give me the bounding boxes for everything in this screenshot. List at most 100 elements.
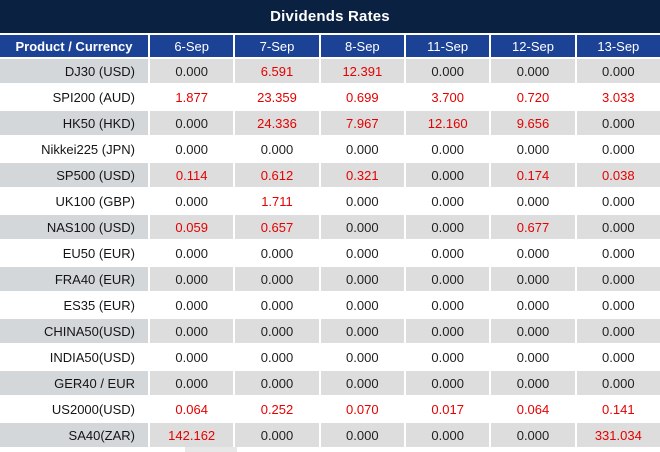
value-cell: 0.000 xyxy=(406,423,490,447)
value-cell: 0.000 xyxy=(576,267,660,291)
value-cell: 23.359 xyxy=(235,85,319,109)
value-cell: 0.000 xyxy=(150,137,234,161)
value-cell: 0.064 xyxy=(150,397,234,421)
title-bar: Dividends Rates xyxy=(0,0,660,33)
product-cell: SA40(ZAR) xyxy=(0,423,148,447)
value-cell: 0.000 xyxy=(406,345,490,369)
value-cell: 0.114 xyxy=(150,163,234,187)
value-cell: 0.000 xyxy=(491,293,575,317)
product-cell: Nikkei225 (JPN) xyxy=(0,137,148,161)
value-cell: 0.000 xyxy=(406,241,490,265)
widget-title: Dividends Rates xyxy=(270,8,390,25)
value-cell: 0.000 xyxy=(320,345,404,369)
value-cell: 0.000 xyxy=(576,111,660,135)
value-cell: 0.000 xyxy=(150,345,234,369)
value-cell: 0.000 xyxy=(491,267,575,291)
column-header-date: 8-Sep xyxy=(320,35,404,57)
value-cell: 0.000 xyxy=(406,59,490,83)
column-header-product: Product / Currency xyxy=(0,35,148,57)
value-cell: 1.711 xyxy=(235,189,319,213)
value-cell: 0.000 xyxy=(576,241,660,265)
value-cell: 0.038 xyxy=(576,163,660,187)
value-cell: 0.699 xyxy=(320,85,404,109)
value-cell: 0.000 xyxy=(406,189,490,213)
value-cell: 0.000 xyxy=(406,137,490,161)
column-header-date: 11-Sep xyxy=(406,35,490,57)
value-cell: 0.657 xyxy=(235,215,319,239)
value-cell: 0.000 xyxy=(491,59,575,83)
value-cell: 0.677 xyxy=(491,215,575,239)
value-cell: 0.000 xyxy=(235,371,319,395)
value-cell: 331.034 xyxy=(576,423,660,447)
value-cell: 0.000 xyxy=(491,241,575,265)
value-cell: 0.000 xyxy=(320,293,404,317)
value-cell: 0.141 xyxy=(576,397,660,421)
value-cell: 12.160 xyxy=(406,111,490,135)
column-header-date: 12-Sep xyxy=(491,35,575,57)
value-cell: 0.000 xyxy=(320,215,404,239)
value-cell: 0.321 xyxy=(320,163,404,187)
value-cell: 0.070 xyxy=(320,397,404,421)
product-cell: US2000(USD) xyxy=(0,397,148,421)
value-cell: 0.000 xyxy=(235,137,319,161)
value-cell: 0.000 xyxy=(491,371,575,395)
partial-row-sliver xyxy=(185,447,237,452)
value-cell: 6.591 xyxy=(235,59,319,83)
value-cell: 0.000 xyxy=(491,319,575,343)
value-cell: 0.000 xyxy=(150,241,234,265)
product-cell: CHINA50(USD) xyxy=(0,319,148,343)
value-cell: 0.000 xyxy=(235,293,319,317)
value-cell: 0.000 xyxy=(320,241,404,265)
product-cell: HK50 (HKD) xyxy=(0,111,148,135)
value-cell: 3.700 xyxy=(406,85,490,109)
column-header-date: 7-Sep xyxy=(235,35,319,57)
dividends-table: Product / Currency 6-Sep 7-Sep 8-Sep 11-Sep 1… xyxy=(0,35,660,447)
value-cell: 0.000 xyxy=(491,345,575,369)
value-cell: 0.720 xyxy=(491,85,575,109)
value-cell: 0.000 xyxy=(150,111,234,135)
product-cell: UK100 (GBP) xyxy=(0,189,148,213)
value-cell: 0.000 xyxy=(320,319,404,343)
value-cell: 0.000 xyxy=(235,267,319,291)
value-cell: 0.000 xyxy=(491,423,575,447)
product-cell: EU50 (EUR) xyxy=(0,241,148,265)
value-cell: 0.000 xyxy=(320,267,404,291)
value-cell: 0.000 xyxy=(576,137,660,161)
value-cell: 0.000 xyxy=(576,189,660,213)
value-cell: 0.252 xyxy=(235,397,319,421)
column-header-date: 6-Sep xyxy=(150,35,234,57)
value-cell: 0.000 xyxy=(235,345,319,369)
value-cell: 9.656 xyxy=(491,111,575,135)
value-cell: 0.000 xyxy=(576,59,660,83)
value-cell: 0.000 xyxy=(235,319,319,343)
product-cell: INDIA50(USD) xyxy=(0,345,148,369)
value-cell: 0.000 xyxy=(491,137,575,161)
value-cell: 0.000 xyxy=(150,267,234,291)
value-cell: 0.000 xyxy=(576,293,660,317)
value-cell: 0.000 xyxy=(406,293,490,317)
value-cell: 0.000 xyxy=(150,59,234,83)
value-cell: 0.000 xyxy=(576,345,660,369)
value-cell: 0.000 xyxy=(150,189,234,213)
column-header-date: 13-Sep xyxy=(576,35,660,57)
value-cell: 0.017 xyxy=(406,397,490,421)
value-cell: 142.162 xyxy=(150,423,234,447)
value-cell: 0.174 xyxy=(491,163,575,187)
value-cell: 0.612 xyxy=(235,163,319,187)
value-cell: 24.336 xyxy=(235,111,319,135)
value-cell: 0.000 xyxy=(150,293,234,317)
value-cell: 0.000 xyxy=(235,241,319,265)
value-cell: 0.064 xyxy=(491,397,575,421)
value-cell: 7.967 xyxy=(320,111,404,135)
product-cell: ES35 (EUR) xyxy=(0,293,148,317)
value-cell: 0.000 xyxy=(235,423,319,447)
product-cell: GER40 / EUR xyxy=(0,371,148,395)
value-cell: 12.391 xyxy=(320,59,404,83)
value-cell: 1.877 xyxy=(150,85,234,109)
value-cell: 0.000 xyxy=(320,137,404,161)
value-cell: 0.000 xyxy=(320,371,404,395)
value-cell: 0.000 xyxy=(406,163,490,187)
value-cell: 0.000 xyxy=(576,319,660,343)
value-cell: 3.033 xyxy=(576,85,660,109)
